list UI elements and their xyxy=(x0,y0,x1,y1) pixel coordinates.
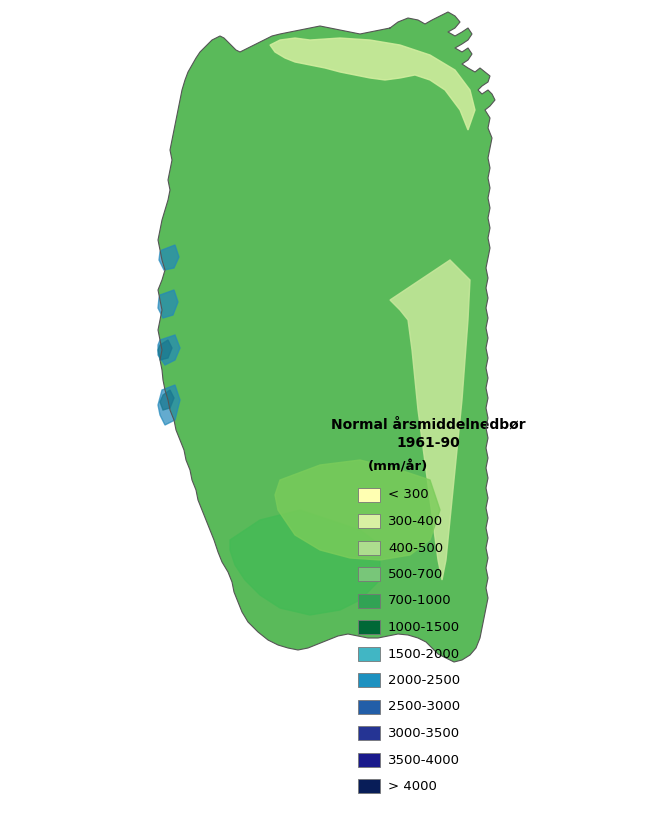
Polygon shape xyxy=(390,260,470,580)
Bar xyxy=(358,673,380,687)
Bar xyxy=(358,568,380,582)
Polygon shape xyxy=(158,12,495,662)
Bar xyxy=(358,700,380,714)
Text: Normal årsmiddelnedbør: Normal årsmiddelnedbør xyxy=(331,418,525,432)
Text: 2000-2500: 2000-2500 xyxy=(388,674,460,687)
Polygon shape xyxy=(159,245,179,270)
Text: 700-1000: 700-1000 xyxy=(388,594,452,608)
Text: 3500-4000: 3500-4000 xyxy=(388,754,460,766)
Text: > 4000: > 4000 xyxy=(388,780,437,793)
Bar xyxy=(358,647,380,661)
Polygon shape xyxy=(158,290,178,318)
Text: 1961-90: 1961-90 xyxy=(396,436,460,450)
Text: < 300: < 300 xyxy=(388,489,429,501)
Bar xyxy=(358,541,380,555)
Text: 1500-2000: 1500-2000 xyxy=(388,647,460,661)
Bar xyxy=(358,515,380,529)
Polygon shape xyxy=(158,335,180,365)
Text: 300-400: 300-400 xyxy=(388,515,443,528)
Text: 400-500: 400-500 xyxy=(388,541,443,554)
Text: 2500-3000: 2500-3000 xyxy=(388,701,460,714)
Bar xyxy=(358,621,380,634)
Bar xyxy=(358,594,380,608)
Text: 1000-1500: 1000-1500 xyxy=(388,621,460,634)
Bar xyxy=(358,779,380,793)
Polygon shape xyxy=(158,385,180,425)
Polygon shape xyxy=(275,460,440,560)
Text: (mm/år): (mm/år) xyxy=(368,460,428,473)
Text: 3000-3500: 3000-3500 xyxy=(388,727,460,740)
Polygon shape xyxy=(270,38,475,130)
Polygon shape xyxy=(230,510,380,615)
Bar xyxy=(358,753,380,767)
Bar xyxy=(358,726,380,740)
Polygon shape xyxy=(160,390,174,410)
Bar xyxy=(358,488,380,502)
Polygon shape xyxy=(158,340,172,360)
Text: 500-700: 500-700 xyxy=(388,568,444,581)
